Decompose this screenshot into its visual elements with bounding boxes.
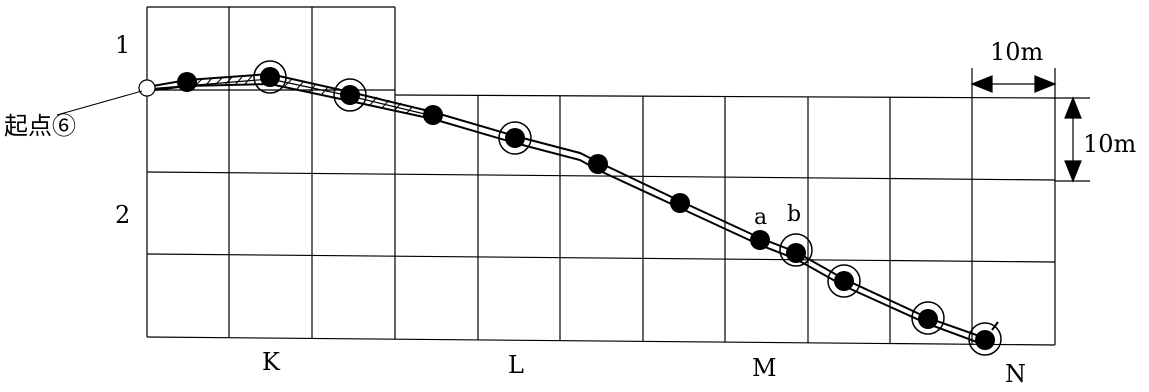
survey-point xyxy=(588,154,608,174)
scale-bars xyxy=(970,68,1090,183)
survey-point xyxy=(834,271,854,291)
ring-markers xyxy=(253,60,1002,356)
col-label-l: L xyxy=(508,351,524,379)
row-label-2: 2 xyxy=(115,201,130,229)
col-label-m: M xyxy=(752,354,777,382)
traverse-path xyxy=(146,72,986,346)
survey-point-a xyxy=(750,230,770,250)
start-point xyxy=(56,79,156,116)
survey-point xyxy=(340,85,360,105)
start-label: 起点⑥ xyxy=(4,112,76,140)
survey-point-b xyxy=(786,243,806,263)
survey-points xyxy=(177,67,995,350)
point-label-b: b xyxy=(787,202,801,227)
row-label-1: 1 xyxy=(115,31,130,59)
survey-point xyxy=(975,330,995,350)
survey-point xyxy=(260,67,280,87)
survey-point xyxy=(670,193,690,213)
grid xyxy=(146,6,1056,346)
col-label-k: K xyxy=(262,348,281,376)
survey-point xyxy=(423,105,443,125)
point-label-a: a xyxy=(754,205,767,230)
scale-vertical-label: 10m xyxy=(1083,130,1137,158)
survey-point xyxy=(918,309,938,329)
survey-point xyxy=(505,128,525,148)
end-tick xyxy=(991,321,999,331)
scale-horizontal-label: 10m xyxy=(990,38,1044,66)
survey-point xyxy=(177,72,197,92)
col-label-n: N xyxy=(1005,360,1026,387)
